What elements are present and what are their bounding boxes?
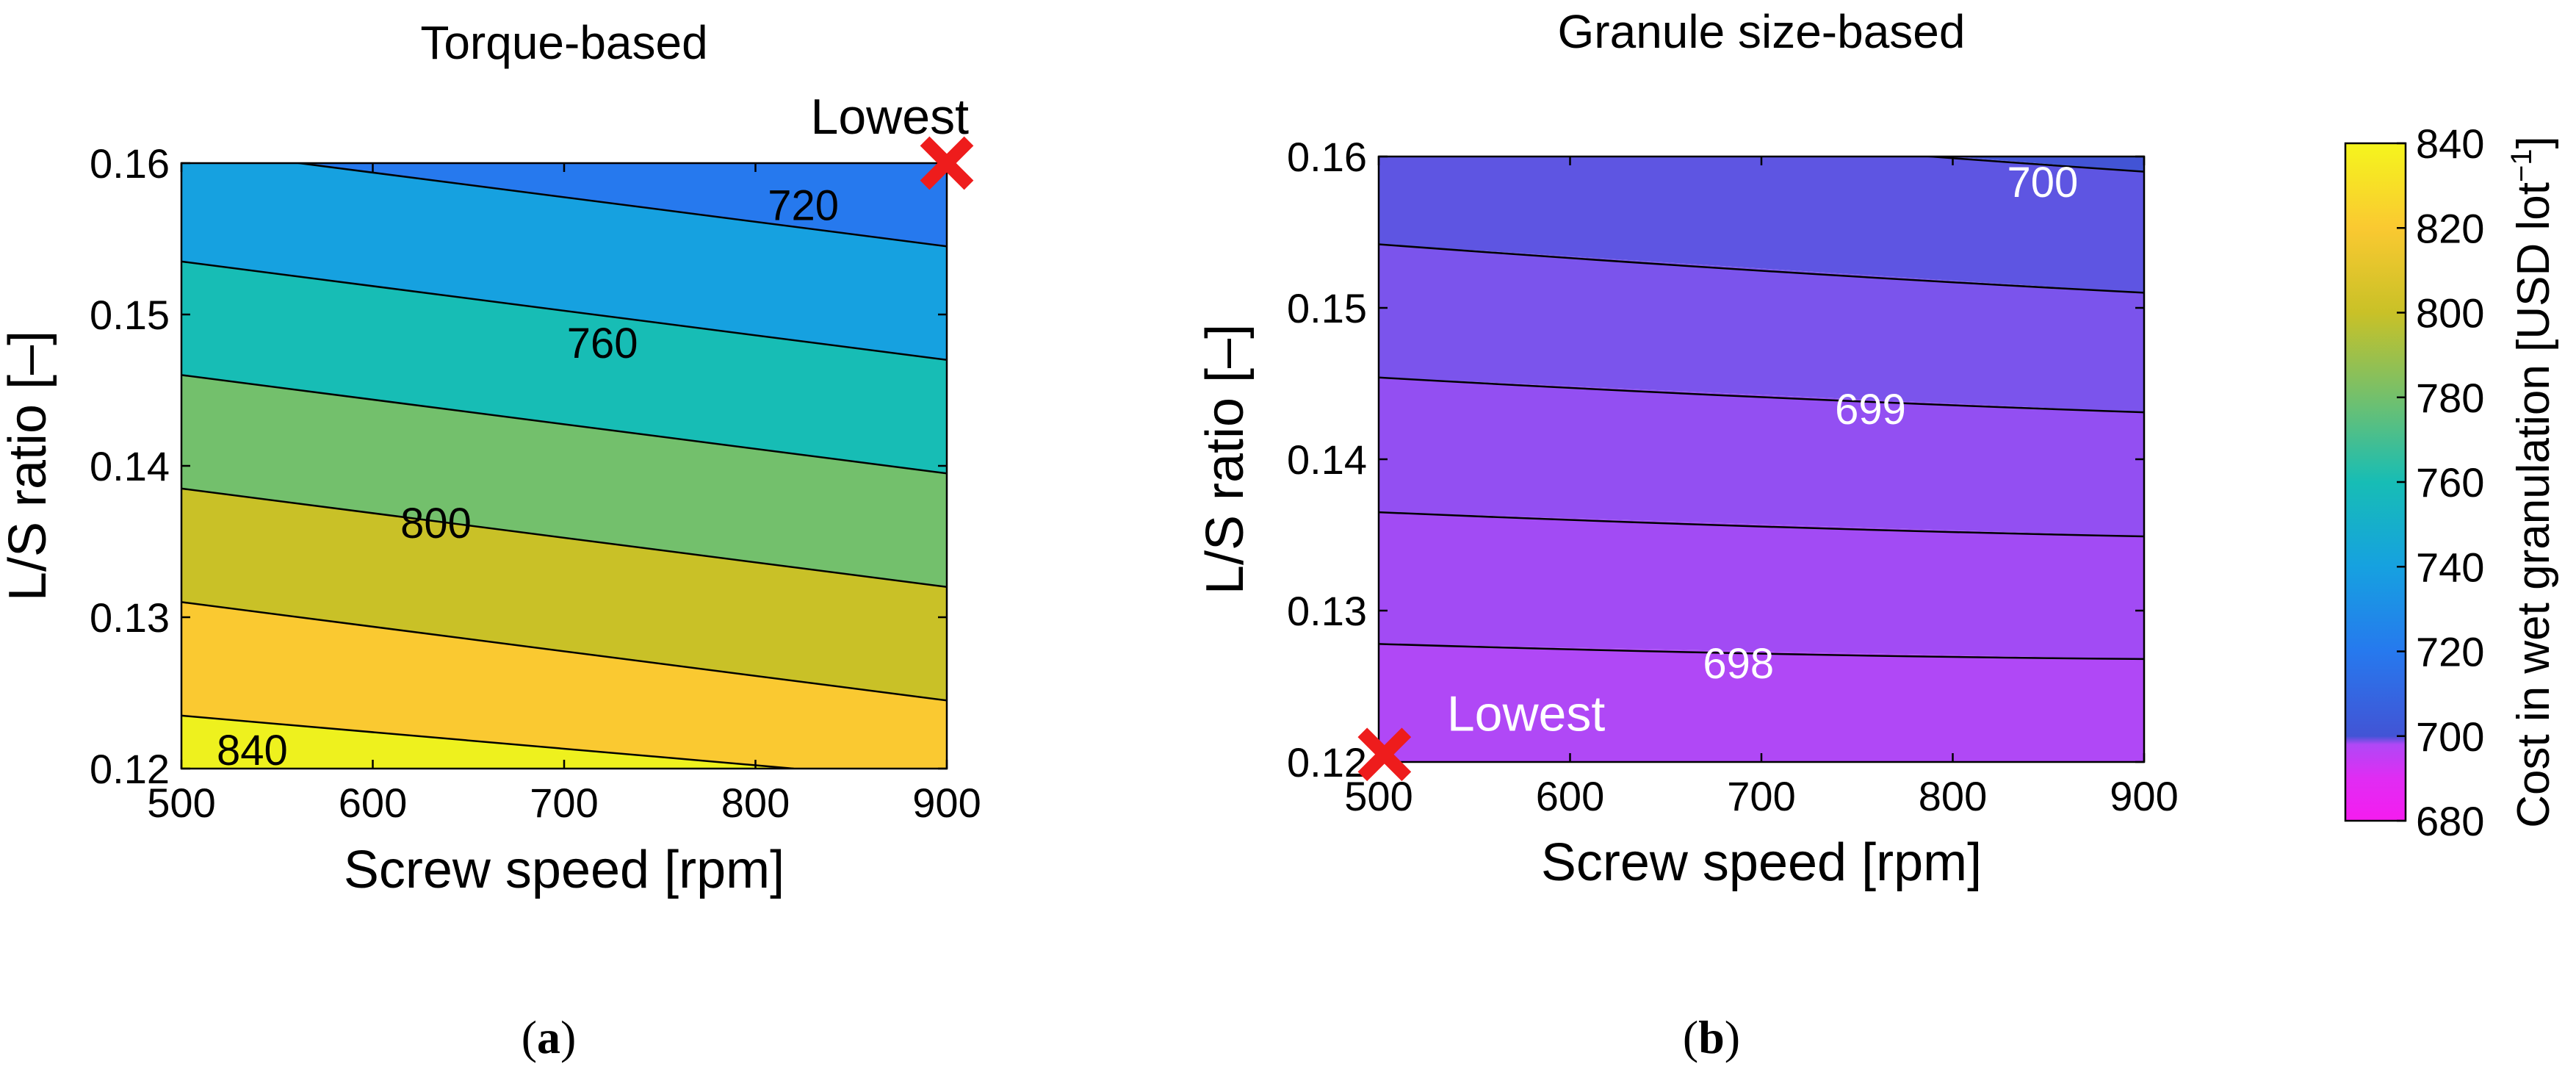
panel-a-lowest-label: Lowest [811, 89, 970, 145]
panel-a-x-axis-label: Screw speed [rpm] [344, 841, 784, 899]
panel-b-contour-label-698: 698 [1703, 640, 1774, 688]
colorbar-tick-label: 720 [2416, 629, 2484, 675]
panel-b-y-tick-label: 0.13 [1287, 588, 1367, 634]
panel-b-x-tick-label: 800 [1919, 773, 1987, 819]
caption-a-letter: a [537, 1011, 560, 1063]
panel-a-x-tick-label: 900 [912, 780, 981, 826]
panel-b-band-698-698.5 [1379, 512, 2144, 659]
caption-a-close: ) [560, 1011, 576, 1063]
colorbar-tick-label: 800 [2416, 290, 2484, 337]
colorbar-ticks: 680 700 720 740 760 780 800 820 840 [2397, 121, 2484, 844]
panel-b-y-tick-label: 0.15 [1287, 285, 1367, 331]
panel-a-contour-line-820 [181, 601, 947, 702]
panel-b-band-699-699.5 [1379, 244, 2144, 413]
panel-a-contour-label-720: 720 [768, 182, 839, 230]
panel-b-x-tick-label: 900 [2110, 773, 2178, 819]
panel-b-band-700-700.5 [1952, 157, 2144, 172]
panel-a-contour-line-840 [181, 714, 794, 769]
colorbar-tick-label: 820 [2416, 205, 2484, 251]
panel-b-x-tick-label: 700 [1727, 773, 1795, 819]
panel-a-contour-label-840: 840 [217, 727, 288, 774]
panel-a-contour-labels: 720 760 800 840 [217, 182, 839, 775]
panel-b-lowest-marker: Lowest [1357, 686, 1606, 782]
panel-a-lowest-x-symbol [920, 136, 974, 190]
panel-a-y-tick-label: 0.16 [90, 140, 170, 187]
panel-a-band-800-820 [181, 488, 947, 701]
panel-a-ticks: 500 600 700 800 900 0.12 0.13 0.14 0.15 0.16 [90, 140, 981, 826]
panel-a-plot-area [181, 163, 947, 769]
colorbar-label-superscript: −1 [2505, 148, 2538, 182]
panel-a-y-tick-label: 0.13 [90, 594, 170, 641]
colorbar-gradient [2344, 142, 2407, 822]
panel-b-contour-line-699 [1379, 376, 2144, 414]
panel-b-title: Granule size-based [1558, 5, 1966, 58]
caption-b-letter: b [1698, 1011, 1725, 1063]
panel-a-contour-line-760 [181, 260, 947, 362]
panel-b-plot-area [1379, 157, 2144, 762]
colorbar-tick-label: 740 [2416, 544, 2484, 590]
panel-b-band-699.5-700 [1379, 157, 2144, 293]
panel-b-lowest-label: Lowest [1447, 686, 1606, 742]
panel-a-band-740-760 [181, 163, 947, 360]
panel-b-contour-line-698 [1379, 643, 2144, 661]
colorbar-tick-label: 780 [2416, 375, 2484, 421]
panel-b-y-tick-label: 0.14 [1287, 436, 1367, 483]
panel-b-contour-label-699: 699 [1835, 386, 1906, 434]
panel-a-torque-based: Torque-based 720 760 800 840 500 600 700 800 90… [0, 16, 981, 899]
panel-b-contour-line-698.5 [1379, 511, 2144, 538]
caption-b: (b) [1683, 1011, 1740, 1063]
panel-b-y-tick-label: 0.16 [1287, 134, 1367, 180]
panel-a-y-tick-label: 0.12 [90, 746, 170, 792]
colorbar-label-close: ] [2508, 136, 2559, 148]
panel-a-title: Torque-based [420, 16, 707, 69]
colorbar-label-main: Cost in wet granulation [USD lot [2508, 182, 2559, 828]
panel-b-contour-line-700 [1918, 157, 2144, 173]
panel-b-y-axis-label: L/S ratio [–] [1196, 324, 1255, 594]
panel-b-lowest-x-symbol [1357, 727, 1412, 782]
panel-a-y-axis-label: L/S ratio [–] [0, 331, 57, 601]
panel-a-contour-line-800 [181, 487, 947, 589]
panel-b-y-tick-label: 0.12 [1287, 739, 1367, 785]
panel-a-contour-label-760: 760 [567, 320, 638, 367]
panel-b-band-697.5-698 [1379, 644, 2144, 762]
caption-b-close: ) [1725, 1011, 1740, 1063]
panel-a-band-820-840 [181, 602, 947, 769]
panel-a-y-tick-label: 0.15 [90, 292, 170, 338]
panel-b-x-axis-label: Screw speed [rpm] [1541, 833, 1982, 892]
panel-a-contour-line-780 [181, 374, 947, 475]
panel-a-y-tick-label: 0.14 [90, 443, 170, 489]
panel-b-contour-labels: 700 699 698 [1703, 159, 2078, 688]
panel-a-x-tick-label: 600 [339, 780, 407, 826]
panel-a-x-tick-label: 800 [721, 780, 790, 826]
panel-a-x-tick-label: 500 [147, 780, 215, 826]
caption-b-open: ( [1683, 1011, 1698, 1063]
caption-a-open: ( [522, 1011, 537, 1063]
panel-a-contour-line-740 [292, 163, 947, 248]
panel-a-lowest-marker: Lowest [811, 89, 974, 190]
panel-b-band-698.5-699 [1379, 377, 2144, 537]
panel-b-contour-label-700: 700 [2007, 159, 2079, 206]
panel-a-x-tick-label: 700 [530, 780, 598, 826]
panel-a-contour-label-800: 800 [400, 500, 472, 547]
panel-b-x-tick-label: 600 [1536, 773, 1604, 819]
panel-a-band-780-800 [181, 375, 947, 587]
colorbar-tick-label: 840 [2416, 121, 2484, 167]
colorbar-tick-label: 700 [2416, 713, 2484, 760]
colorbar-tick-label: 760 [2416, 459, 2484, 506]
colorbar-label: Cost in wet granulation [USD lot−1] [2505, 136, 2559, 828]
panel-a-band-760-780 [181, 261, 947, 474]
panel-b-contour-line-699.5 [1379, 243, 2144, 294]
caption-a: (a) [522, 1011, 577, 1063]
colorbar-tick-label: 680 [2416, 798, 2484, 844]
colorbar: 680 700 720 740 760 780 800 820 840 Cost in wet … [2344, 121, 2559, 844]
